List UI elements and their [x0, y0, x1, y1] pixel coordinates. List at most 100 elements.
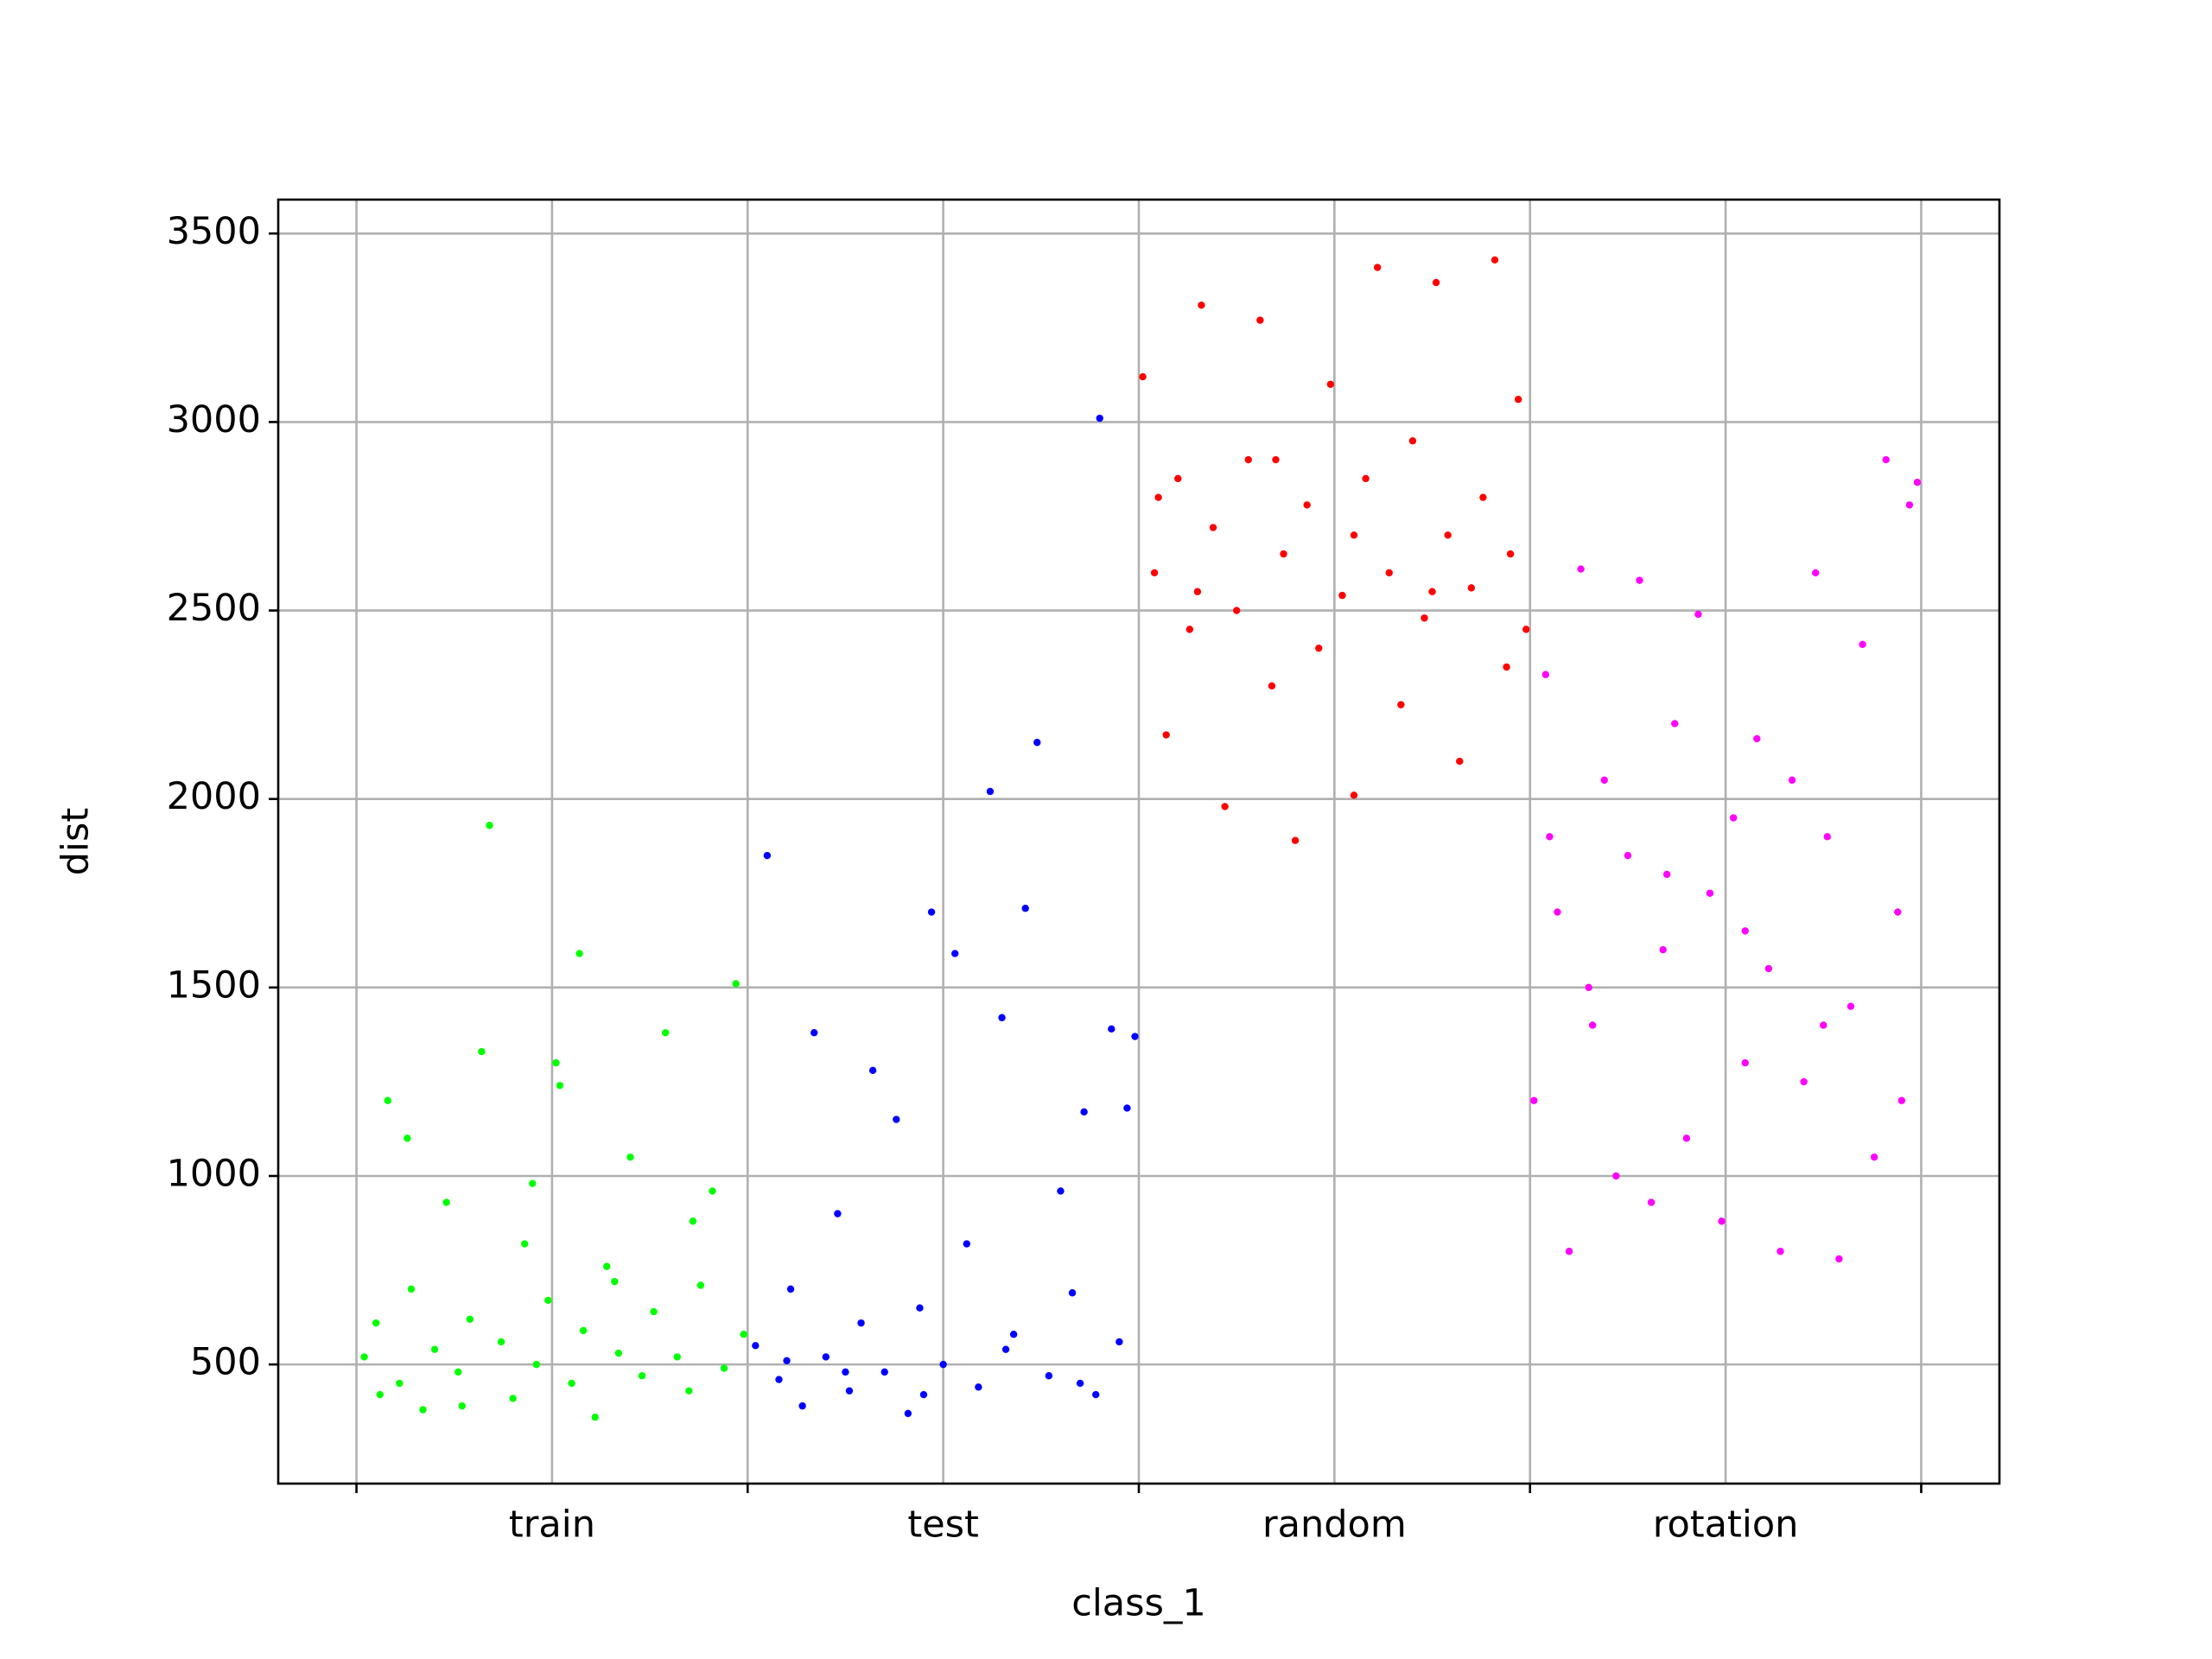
point: [842, 1368, 849, 1376]
point: [1408, 437, 1417, 445]
point: [986, 787, 995, 796]
point: [1659, 946, 1667, 954]
point: [775, 1376, 783, 1383]
point: [1812, 569, 1820, 577]
point: [1847, 1002, 1855, 1010]
point: [575, 950, 583, 957]
point: [1057, 1187, 1065, 1195]
point: [1859, 640, 1866, 649]
point: [1139, 372, 1147, 381]
point: [1577, 565, 1585, 573]
point: [904, 1409, 912, 1418]
point: [975, 1383, 982, 1391]
point: [1174, 474, 1182, 483]
point: [1823, 833, 1831, 841]
point: [1350, 531, 1358, 539]
point: [1209, 524, 1217, 531]
point: [740, 1331, 747, 1338]
point: [1456, 757, 1464, 766]
point: [1612, 1172, 1620, 1180]
point: [544, 1296, 552, 1305]
point: [1694, 610, 1702, 619]
point: [1777, 1248, 1784, 1255]
series: [360, 822, 747, 1421]
point: [430, 1345, 439, 1353]
point: [407, 1285, 416, 1294]
point: [1268, 682, 1276, 690]
point: [1232, 607, 1241, 614]
point: [1373, 264, 1382, 271]
point: [845, 1387, 854, 1395]
point: [893, 1116, 900, 1123]
point: [1479, 493, 1487, 501]
point: [1554, 908, 1561, 916]
point: [1256, 316, 1264, 324]
plot-frame: [276, 198, 2001, 1485]
point: [880, 1368, 888, 1376]
point: [1244, 455, 1252, 464]
point: [1428, 588, 1436, 595]
point: [384, 1096, 391, 1104]
point: [1741, 1058, 1749, 1067]
point: [532, 1360, 540, 1369]
point: [1092, 1390, 1100, 1399]
point: [1503, 663, 1510, 671]
point: [603, 1262, 611, 1270]
point: [1326, 380, 1335, 388]
point: [1021, 905, 1029, 912]
point: [454, 1368, 462, 1376]
point: [404, 1135, 411, 1142]
point: [1362, 474, 1370, 483]
point: [552, 1058, 560, 1067]
point: [1076, 1379, 1084, 1388]
x-tick-label: rotation: [1653, 1503, 1799, 1547]
point: [786, 1285, 795, 1294]
point: [1315, 644, 1323, 652]
point: [1588, 1021, 1597, 1029]
point: [1162, 731, 1170, 739]
point: [1303, 501, 1311, 509]
point: [783, 1357, 791, 1364]
point: [1870, 1153, 1878, 1161]
grid: [278, 200, 1999, 1484]
point: [1624, 851, 1632, 860]
point: [1350, 791, 1358, 799]
point: [1108, 1025, 1116, 1033]
point: [1131, 1033, 1139, 1040]
point: [1096, 414, 1103, 423]
point: [1662, 870, 1671, 879]
point: [1820, 1021, 1827, 1029]
point: [372, 1319, 380, 1327]
y-tick-label: 2500: [167, 587, 261, 630]
point: [478, 1047, 486, 1056]
point: [1897, 1096, 1906, 1104]
point: [1421, 614, 1428, 622]
point: [1068, 1289, 1077, 1297]
point: [1522, 626, 1530, 633]
point: [1894, 908, 1902, 916]
point: [497, 1338, 505, 1346]
point: [626, 1153, 634, 1161]
point: [763, 851, 772, 860]
point: [1280, 550, 1287, 558]
point: [1647, 1198, 1656, 1206]
point: [1154, 493, 1162, 501]
point: [650, 1307, 658, 1316]
y-tick-label: 3500: [167, 210, 261, 253]
point: [1193, 588, 1202, 595]
point: [1753, 734, 1761, 743]
point: [568, 1379, 575, 1388]
point: [1913, 479, 1922, 486]
point: [1491, 256, 1499, 264]
point: [916, 1304, 924, 1312]
point: [1385, 569, 1393, 577]
point: [1338, 591, 1346, 600]
point: [1541, 671, 1550, 678]
point: [1033, 739, 1041, 747]
point: [709, 1187, 716, 1195]
point: [919, 1390, 928, 1399]
point: [1788, 776, 1796, 785]
point: [1741, 927, 1749, 935]
y-tick-label: 1500: [167, 963, 261, 1007]
point: [1045, 1372, 1053, 1380]
